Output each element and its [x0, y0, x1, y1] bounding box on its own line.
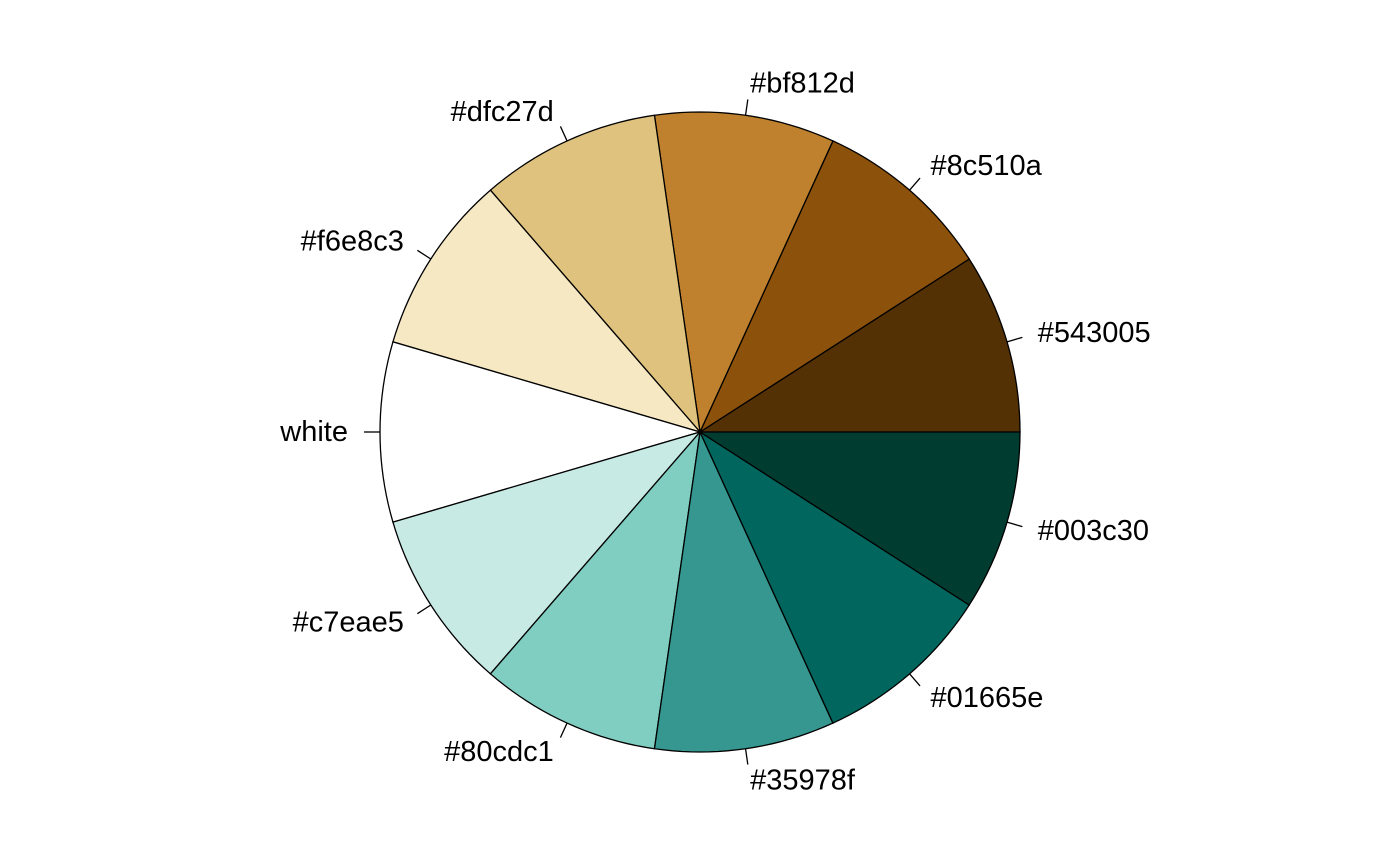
slice-label: #003c30	[1038, 515, 1149, 547]
slice-label: #01665e	[931, 682, 1044, 714]
slice-label: #bf812d	[750, 68, 855, 100]
label-tick	[744, 748, 749, 765]
slice-label: #c7eae5	[293, 606, 404, 638]
slice-label: #35978f	[750, 764, 856, 796]
slice-label: #543005	[1038, 317, 1151, 349]
slice-label: #80cdc1	[444, 736, 554, 768]
slice-label: #8c510a	[931, 150, 1043, 182]
pie-slices	[379, 111, 1021, 753]
label-tick	[416, 604, 432, 615]
slice-label: #f6e8c3	[301, 226, 404, 258]
label-tick	[559, 126, 568, 142]
slice-label: white	[279, 416, 348, 448]
label-tick	[416, 249, 432, 260]
label-tick	[559, 722, 568, 738]
label-tick	[744, 99, 749, 116]
label-ticks	[364, 99, 1023, 765]
slice-label: #dfc27d	[451, 96, 554, 128]
label-tick	[1006, 336, 1023, 343]
label-tick	[909, 673, 921, 687]
label-tick	[909, 177, 921, 191]
slice-labels: #543005 #8c510a #bf812d #dfc27d #f6e8c3 white…	[279, 68, 1150, 797]
label-tick	[1006, 521, 1023, 528]
